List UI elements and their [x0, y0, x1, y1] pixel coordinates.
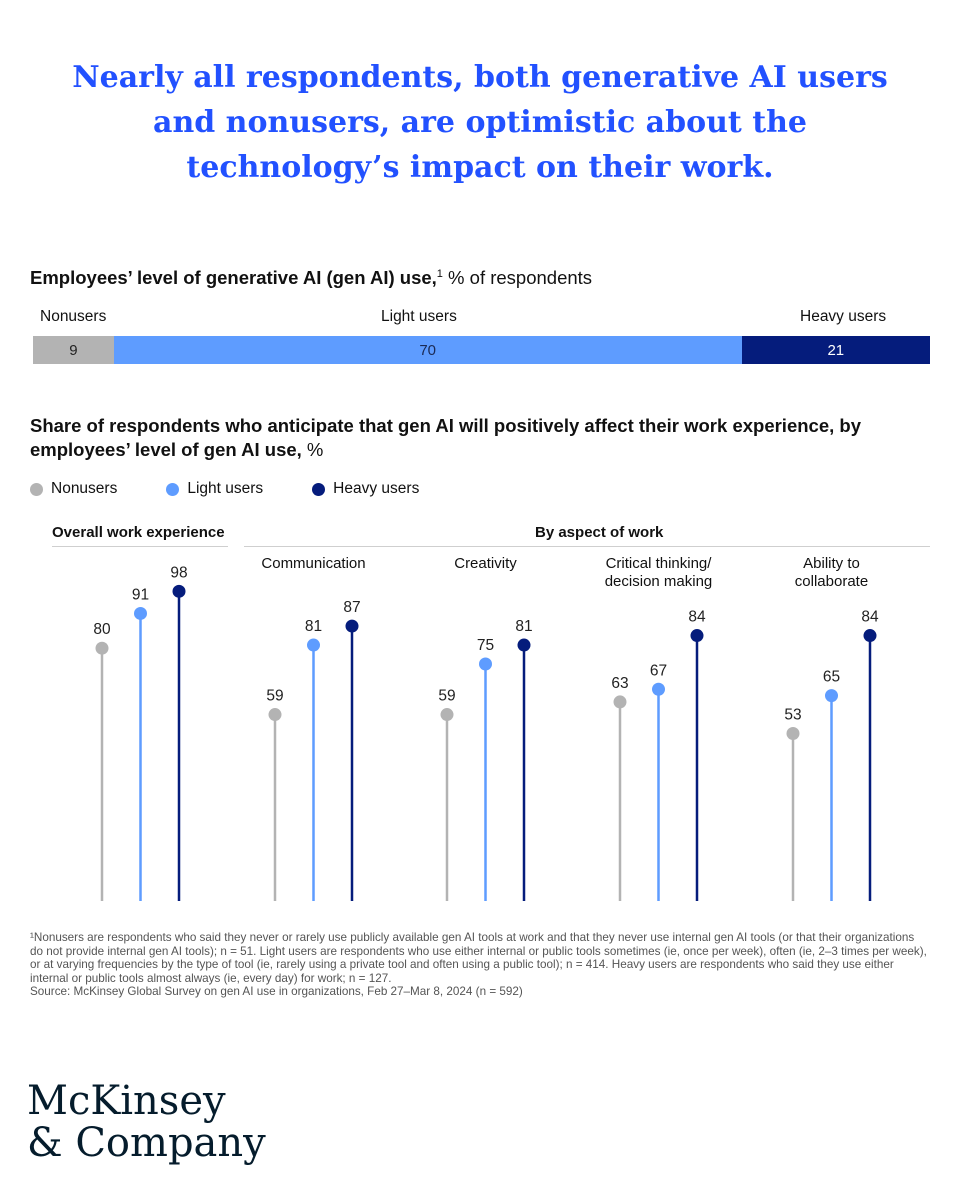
split-segment-heavy-users: 21: [741, 336, 930, 364]
category-label-ability-to-collaborate: Ability to collaborate: [752, 555, 912, 591]
category-label-creativity: Creativity: [406, 555, 566, 573]
split-bar-title-unit: % of respondents: [442, 267, 593, 289]
point-creativity-heavy-users: [517, 638, 531, 652]
point-ability-to-collaborate-nonusers: [786, 727, 800, 741]
split-segment-light-users: 70: [113, 336, 742, 364]
legend-dot-heavy-users: [312, 482, 326, 496]
point-critical-thinking-decision-making-light-users: [652, 682, 665, 696]
mckinsey-logo: McKinsey & Company: [27, 1080, 266, 1164]
split-value-light-users: 70: [419, 341, 436, 359]
split-value-heavy-users: 21: [827, 341, 845, 359]
chart-title-bold: Share of respondents who anticipate that…: [30, 415, 861, 460]
value-label-communication-nonusers: 59: [266, 688, 283, 705]
point-communication-light-users: [307, 638, 320, 652]
value-label-communication-heavy-users: 87: [343, 599, 360, 616]
value-label-communication-light-users: 81: [305, 618, 322, 635]
point-communication-heavy-users: [345, 619, 359, 633]
category-label-line: Ability to: [803, 555, 860, 572]
value-label-overall-work-experience-light-users: 91: [132, 586, 149, 603]
point-critical-thinking-decision-making-nonusers: [613, 695, 627, 709]
group-rule-overall: [52, 546, 228, 547]
logo-line-2: & Company: [27, 1120, 266, 1166]
split-bar-title: Employees’ level of generative AI (gen A…: [30, 262, 592, 290]
point-overall-work-experience-nonusers: [95, 641, 109, 655]
split-segment-nonusers: 9: [33, 336, 114, 364]
legend-item-light-users: Light users: [166, 480, 263, 498]
value-label-ability-to-collaborate-heavy-users: 84: [861, 609, 879, 626]
category-label-line: collaborate: [794, 573, 869, 590]
footnote-note: ¹Nonusers are respondents who said they …: [30, 931, 927, 985]
usage-split-bar: 9 70 21: [33, 336, 930, 364]
point-ability-to-collaborate-light-users: [825, 689, 838, 703]
value-label-creativity-nonusers: 59: [438, 688, 455, 705]
value-label-critical-thinking-decision-making-heavy-users: 84: [688, 609, 706, 626]
legend-label-nonusers: Nonusers: [51, 480, 118, 497]
point-ability-to-collaborate-heavy-users: [863, 629, 877, 643]
point-creativity-nonusers: [440, 708, 454, 722]
value-label-ability-to-collaborate-light-users: 65: [823, 669, 840, 686]
point-overall-work-experience-light-users: [134, 606, 147, 620]
legend-label-heavy-users: Heavy users: [333, 480, 420, 497]
group-rule-by-aspect: [244, 546, 930, 547]
legend-item-nonusers: Nonusers: [30, 480, 117, 498]
category-label-line: Communication: [261, 555, 366, 572]
value-label-critical-thinking-decision-making-nonusers: 63: [611, 675, 628, 692]
category-label-line: Critical thinking/: [605, 555, 712, 572]
logo-line-1: McKinsey: [27, 1078, 226, 1124]
legend-item-heavy-users: Heavy users: [312, 480, 419, 498]
category-label-line: Creativity: [454, 555, 517, 572]
point-creativity-light-users: [479, 657, 492, 671]
value-label-overall-work-experience-nonusers: 80: [93, 621, 111, 638]
value-label-ability-to-collaborate-nonusers: 53: [784, 707, 801, 724]
category-label-line: decision making: [604, 573, 713, 590]
value-label-overall-work-experience-heavy-users: 98: [170, 564, 187, 581]
split-label-heavy-users: Heavy users: [800, 308, 887, 325]
value-label-creativity-heavy-users: 81: [515, 618, 532, 635]
legend: Nonusers Light users Heavy users: [30, 480, 468, 498]
footnote-source: Source: McKinsey Global Survey on gen AI…: [30, 985, 523, 998]
split-label-light-users: Light users: [381, 308, 457, 325]
group-label-overall: Overall work experience: [52, 524, 225, 541]
legend-dot-light-users: [166, 482, 180, 496]
group-label-by-aspect: By aspect of work: [535, 524, 664, 541]
chart-title-unit: %: [301, 439, 324, 460]
point-overall-work-experience-heavy-users: [172, 584, 186, 598]
value-label-creativity-light-users: 75: [477, 637, 494, 654]
value-label-critical-thinking-decision-making-light-users: 67: [650, 662, 667, 679]
legend-label-light-users: Light users: [187, 480, 264, 497]
point-critical-thinking-decision-making-heavy-users: [690, 629, 704, 643]
category-label-critical-thinking-decision-making: Critical thinking/decision making: [579, 555, 739, 591]
category-label-communication: Communication: [234, 555, 394, 573]
split-value-nonusers: 9: [69, 341, 78, 359]
split-label-nonusers: Nonusers: [40, 308, 107, 325]
legend-dot-nonusers: [30, 482, 43, 496]
point-communication-nonusers: [268, 708, 282, 722]
footnote-marker: 1: [436, 268, 443, 280]
footnote: ¹Nonusers are respondents who said they …: [30, 931, 930, 999]
chart-title: Share of respondents who anticipate that…: [30, 414, 960, 462]
split-bar-title-bold: Employees’ level of generative AI (gen A…: [30, 267, 437, 289]
headline: Nearly all respondents, both generative …: [72, 60, 888, 185]
